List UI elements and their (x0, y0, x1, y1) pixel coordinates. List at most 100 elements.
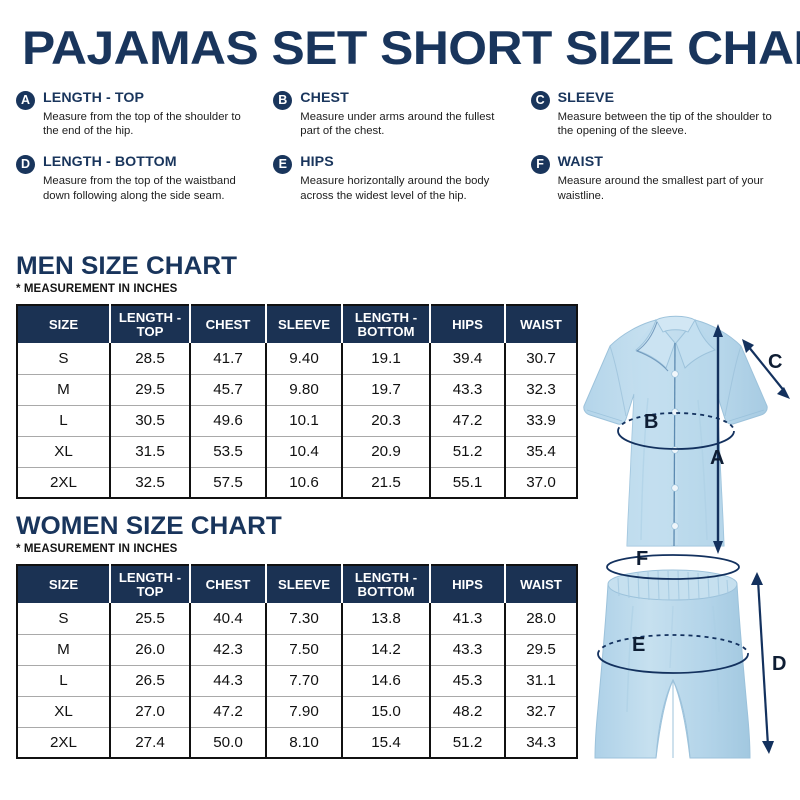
men-value-cell: 30.7 (504, 343, 577, 374)
marker-c-label: C (768, 351, 782, 373)
women-value-cell: 51.2 (429, 726, 505, 758)
legend-item-length-bottom: D LENGTH - BOTTOM Measure from the top o… (16, 154, 273, 202)
women-value-cell: 8.10 (265, 726, 342, 758)
legend-label-sleeve: SLEEVE (557, 90, 615, 106)
men-value-cell: 19.7 (341, 373, 430, 405)
women-value-cell: 26.5 (109, 664, 190, 696)
measurement-legend: A LENGTH - TOP Measure from the top of t… (16, 90, 788, 203)
men-col-header: WAIST (504, 305, 577, 343)
men-value-cell: 49.6 (189, 404, 266, 436)
women-size-table: SIZE LENGTH - TOP CHEST SLEEVE LENGTH - BOTT… (16, 564, 578, 759)
women-size-cell: M (17, 633, 110, 665)
legend-desc-length-top: Measure from the top of the shoulder to … (43, 111, 241, 138)
men-table-row: S 28.5 41.7 9.40 19.1 39.4 30.7 (17, 343, 577, 374)
women-value-cell: 29.5 (504, 633, 577, 665)
women-value-cell: 7.50 (265, 633, 342, 665)
marker-e-label: E (632, 634, 645, 656)
women-value-cell: 14.2 (341, 633, 430, 665)
legend-label-length-bottom: LENGTH - BOTTOM (43, 154, 177, 171)
legend-label-waist: WAIST (557, 154, 604, 171)
women-col-header: HIPS (429, 565, 506, 603)
women-value-cell: 42.3 (189, 633, 266, 665)
badge-e-icon: E (273, 155, 293, 175)
men-header-row: SIZE LENGTH - TOP CHEST SLEEVE LENGTH - BOTT… (17, 305, 577, 343)
women-table-body: S 25.5 40.4 7.30 13.8 41.3 28.0 M 26.0 42.3 7.50 14… (17, 603, 577, 758)
badge-b-icon: B (273, 91, 293, 110)
legend-desc-sleeve: Measure between the tip of the shoulder … (557, 111, 772, 138)
women-value-cell: 44.3 (189, 664, 266, 696)
men-col-header: LENGTH - TOP (109, 305, 191, 343)
men-value-cell: 43.3 (429, 373, 505, 405)
women-value-cell: 7.90 (265, 695, 342, 727)
women-value-cell: 41.3 (429, 603, 505, 634)
women-size-cell: L (17, 664, 110, 696)
pajama-shorts-illustration: F E D (594, 548, 786, 759)
women-value-cell: 43.3 (429, 633, 505, 665)
legend-item-chest: B CHEST Measure under arms around the fu… (273, 90, 530, 138)
women-size-section: WOMEN SIZE CHART * MEASUREMENT IN INCHES… (16, 512, 578, 759)
men-size-cell: 2XL (17, 466, 110, 498)
legend-label-chest: CHEST (300, 90, 349, 106)
marker-a-length-top: A (710, 324, 724, 554)
men-table-row: 2XL 32.5 57.5 10.6 21.5 55.1 37.0 (17, 466, 577, 498)
legend-row-top: A LENGTH - TOP Measure from the top of t… (16, 90, 788, 138)
women-col-header: LENGTH - BOTTOM (341, 565, 431, 603)
women-value-cell: 13.8 (341, 603, 430, 634)
men-value-cell: 53.5 (189, 435, 266, 467)
women-value-cell: 27.0 (109, 695, 190, 727)
men-size-section: MEN SIZE CHART * MEASUREMENT IN INCHES S… (16, 252, 578, 499)
men-value-cell: 19.1 (341, 343, 430, 374)
men-value-cell: 30.5 (109, 404, 190, 436)
women-col-header: WAIST (504, 565, 577, 603)
men-value-cell: 33.9 (504, 404, 577, 436)
marker-c-sleeve: C (742, 339, 790, 399)
men-size-cell: XL (17, 435, 110, 467)
women-value-cell: 27.4 (109, 726, 190, 758)
men-value-cell: 10.6 (265, 466, 342, 498)
men-value-cell: 10.1 (265, 404, 342, 436)
page-title: PAJAMAS SET SHORT SIZE CHART (22, 21, 800, 74)
women-table-row: M 26.0 42.3 7.50 14.2 43.3 29.5 (17, 633, 577, 665)
women-col-header: CHEST (189, 565, 267, 603)
women-size-cell: XL (17, 695, 110, 727)
men-size-cell: S (17, 343, 110, 374)
men-value-cell: 20.9 (341, 435, 430, 467)
women-table-row: S 25.5 40.4 7.30 13.8 41.3 28.0 (17, 603, 577, 634)
marker-b-chest: B (617, 411, 735, 450)
men-value-cell: 29.5 (109, 373, 190, 405)
men-size-cell: L (17, 404, 110, 436)
legend-item-waist: F WAIST Measure around the smallest part… (530, 154, 788, 202)
men-value-cell: 21.5 (341, 466, 430, 498)
legend-label-hips: HIPS (300, 154, 334, 171)
men-size-cell: M (17, 373, 110, 405)
men-value-cell: 28.5 (109, 343, 190, 374)
marker-f-waist: F (606, 548, 740, 580)
women-value-cell: 7.30 (265, 603, 342, 634)
men-table-row: L 30.5 49.6 10.1 20.3 47.2 33.9 (17, 404, 577, 436)
pajama-shirt-illustration: B A C (583, 315, 790, 554)
women-value-cell: 14.6 (341, 664, 430, 696)
men-table-row: XL 31.5 53.5 10.4 20.9 51.2 35.4 (17, 435, 577, 467)
legend-desc-hips: Measure horizontally around the body acr… (300, 175, 490, 202)
men-value-cell: 32.3 (504, 373, 577, 405)
women-value-cell: 45.3 (429, 664, 505, 696)
men-value-cell: 41.7 (189, 343, 266, 374)
women-value-cell: 34.3 (504, 726, 577, 758)
men-value-cell: 32.5 (109, 466, 190, 498)
women-value-cell: 47.2 (189, 695, 266, 727)
badge-c-icon: C (530, 91, 550, 110)
men-table-head: SIZE LENGTH - TOP CHEST SLEEVE LENGTH - BOTT… (17, 305, 577, 343)
women-value-cell: 32.7 (504, 695, 577, 727)
legend-label-length-top: LENGTH - TOP (43, 90, 145, 106)
men-value-cell: 35.4 (504, 435, 577, 467)
women-section-subheading: * MEASUREMENT IN INCHES (16, 543, 178, 555)
men-value-cell: 37.0 (504, 466, 577, 498)
men-col-header: SLEEVE (265, 305, 343, 343)
men-table-body: S 28.5 41.7 9.40 19.1 39.4 30.7 M 29.5 45.7 9.80 19… (17, 343, 577, 498)
marker-b-label: B (644, 411, 658, 433)
marker-d-length-bottom: D (751, 572, 786, 754)
women-size-cell: S (17, 603, 110, 634)
men-value-cell: 55.1 (429, 466, 505, 498)
men-value-cell: 31.5 (109, 435, 190, 467)
women-value-cell: 26.0 (109, 633, 190, 665)
